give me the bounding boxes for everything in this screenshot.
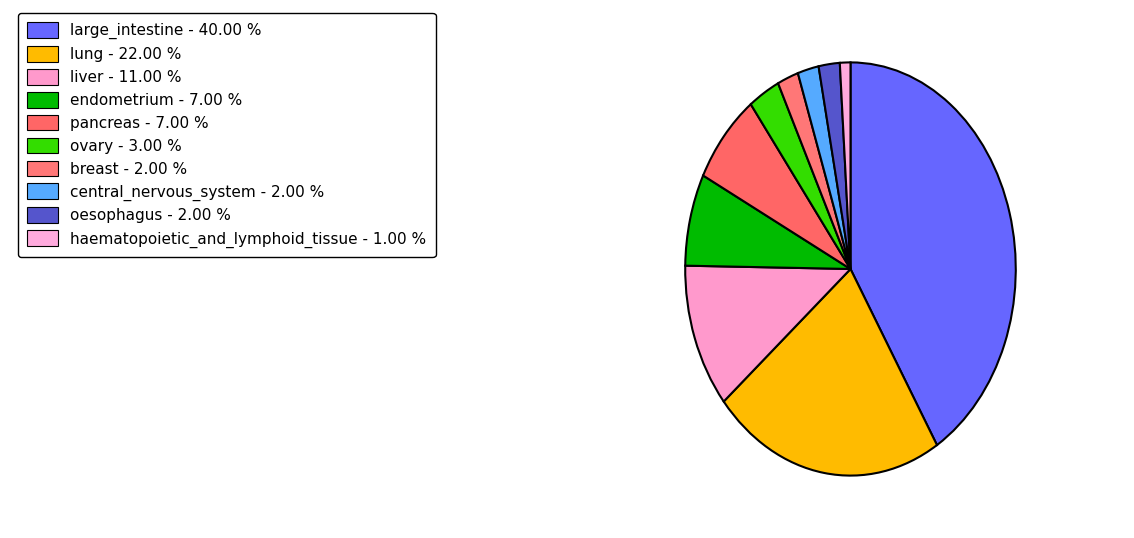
Wedge shape xyxy=(685,175,850,269)
Wedge shape xyxy=(751,83,850,269)
Wedge shape xyxy=(685,266,850,401)
Legend: large_intestine - 40.00 %, lung - 22.00 %, liver - 11.00 %, endometrium - 7.00 %: large_intestine - 40.00 %, lung - 22.00 … xyxy=(18,13,435,257)
Wedge shape xyxy=(819,63,850,269)
Wedge shape xyxy=(703,104,850,269)
Wedge shape xyxy=(798,66,850,269)
Wedge shape xyxy=(850,62,1016,445)
Wedge shape xyxy=(840,62,850,269)
Wedge shape xyxy=(778,73,850,269)
Wedge shape xyxy=(723,269,937,476)
